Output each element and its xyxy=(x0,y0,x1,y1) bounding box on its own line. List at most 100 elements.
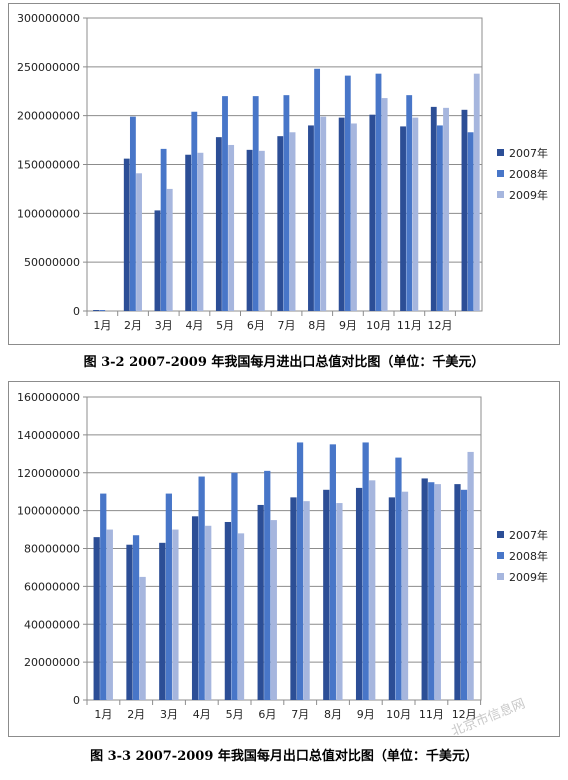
bar-2007年-11 xyxy=(421,478,428,700)
bar-2008年-13 xyxy=(467,132,474,311)
bar-2008年-11 xyxy=(428,482,435,700)
x-tick-label: 6月 xyxy=(247,319,265,332)
bar-2009年-4 xyxy=(197,152,204,311)
x-tick-label: 3月 xyxy=(160,708,178,721)
bar-2009年-10 xyxy=(381,98,388,311)
bar-2007年-4 xyxy=(185,154,192,311)
bar-2007年-10 xyxy=(388,497,396,700)
bar-2007年-12 xyxy=(454,484,461,700)
x-tick-label: 6月 xyxy=(258,708,276,721)
legend-label: 2008年 xyxy=(509,549,548,563)
bar-2008年-10 xyxy=(375,73,382,311)
legend-label: 2009年 xyxy=(509,188,548,202)
bar-2008年-3 xyxy=(160,148,167,311)
bar-2009年-4 xyxy=(205,525,212,700)
y-tick-label: 250000000 xyxy=(17,61,80,74)
bar-2008年-8 xyxy=(329,444,336,700)
bar-2009年-3 xyxy=(172,529,179,700)
bar-2007年-11 xyxy=(400,126,406,311)
bar-2009年-1 xyxy=(106,529,113,700)
x-tick-label: 9月 xyxy=(339,319,357,332)
bar-2009年-3 xyxy=(166,188,173,311)
y-tick-label: 150000000 xyxy=(17,159,80,172)
bar-2009年-2 xyxy=(139,576,146,700)
bar-2007年-8 xyxy=(323,489,330,700)
bar-2009年-7 xyxy=(289,132,296,311)
bar-2009年-10 xyxy=(401,491,409,700)
bar-2008年-5 xyxy=(231,472,238,700)
bar-2007年-2 xyxy=(123,158,130,311)
bar-2008年-6 xyxy=(264,470,271,700)
legend-label: 2009年 xyxy=(509,570,548,584)
bar-2007年-3 xyxy=(159,542,166,700)
x-tick-label: 3月 xyxy=(155,319,173,332)
bar-2009年-5 xyxy=(228,144,235,311)
legend-swatch xyxy=(497,531,504,538)
export-chart: 0 20000000 40000000 60000000 80000000 1000000… xyxy=(8,381,560,737)
y-tick-label: 100000000 xyxy=(17,505,80,518)
x-tick-label: 5月 xyxy=(226,708,244,721)
bar-2008年-4 xyxy=(198,476,205,700)
bar-2007年-4 xyxy=(191,516,199,700)
bar-2008年-7 xyxy=(296,442,304,700)
bar-2009年-5 xyxy=(237,533,245,700)
bar-2009年-2 xyxy=(136,173,142,311)
bar-2009年-12 xyxy=(467,451,474,700)
x-tick-label: 10月 xyxy=(386,708,411,721)
x-tick-label: 8月 xyxy=(324,708,342,721)
bar-2007年-5 xyxy=(215,137,222,311)
bar-2008年-1 xyxy=(99,310,106,311)
x-tick-label: 2月 xyxy=(124,319,142,332)
y-tick-label: 50000000 xyxy=(24,256,80,269)
bar-2009年-12 xyxy=(443,107,449,311)
legend-swatch xyxy=(497,573,504,580)
bar-2008年-7 xyxy=(283,95,290,311)
bar-2008年-2 xyxy=(132,535,140,700)
bar-2008年-12 xyxy=(460,489,468,700)
y-tick-label: 0 xyxy=(73,694,80,707)
y-tick-label: 160000000 xyxy=(17,391,80,404)
bar-2009年-9 xyxy=(369,480,376,700)
bar-2009年-6 xyxy=(270,520,277,700)
bar-2008年-8 xyxy=(314,68,321,311)
bar-2007年-5 xyxy=(224,521,232,700)
bar-2007年-3 xyxy=(154,210,161,311)
y-tick-label: 120000000 xyxy=(17,467,80,480)
x-tick-label: 12月 xyxy=(428,319,453,332)
x-tick-label: 1月 xyxy=(94,708,112,721)
bar-2009年-9 xyxy=(351,123,357,311)
bar-2007年-9 xyxy=(355,487,363,700)
bar-2008年-6 xyxy=(252,96,259,311)
bar-2009年-7 xyxy=(303,501,310,700)
x-tick-label: 7月 xyxy=(278,319,296,332)
y-tick-label: 20000000 xyxy=(24,656,80,669)
x-tick-label: 1月 xyxy=(93,319,111,332)
bar-2007年-9 xyxy=(338,117,345,312)
bar-2007年-2 xyxy=(126,544,133,700)
bar-2008年-2 xyxy=(129,116,136,311)
bar-2008年-11 xyxy=(406,95,413,311)
import-export-chart-caption: 图 3-2 2007-2009 年我国每月进出口总值对比图（单位：千美元） xyxy=(83,355,485,370)
y-tick-label: 80000000 xyxy=(24,543,80,556)
legend-label: 2007年 xyxy=(509,528,548,542)
bar-2008年-12 xyxy=(436,125,443,311)
bar-2008年-1 xyxy=(100,493,107,700)
bar-2007年-12 xyxy=(430,106,437,311)
legend-swatch xyxy=(497,191,504,198)
legend-swatch xyxy=(497,149,504,156)
x-tick-label: 5月 xyxy=(216,319,234,332)
bar-2008年-3 xyxy=(165,493,172,700)
bar-2008年-9 xyxy=(344,75,351,311)
import-export-chart: 0 50000000 100000000 150000000 200000000 2500… xyxy=(8,3,560,345)
bar-2008年-9 xyxy=(362,442,369,700)
bar-2007年-7 xyxy=(277,136,284,311)
bar-2008年-4 xyxy=(191,111,198,311)
bar-2009年-8 xyxy=(320,116,327,311)
x-tick-label: 8月 xyxy=(308,319,326,332)
legend-swatch xyxy=(497,170,504,177)
x-tick-label: 7月 xyxy=(291,708,309,721)
bar-2008年-5 xyxy=(222,96,228,311)
y-tick-label: 300000000 xyxy=(17,12,80,25)
bar-2007年-1 xyxy=(93,310,99,311)
legend-label: 2008年 xyxy=(509,167,548,181)
